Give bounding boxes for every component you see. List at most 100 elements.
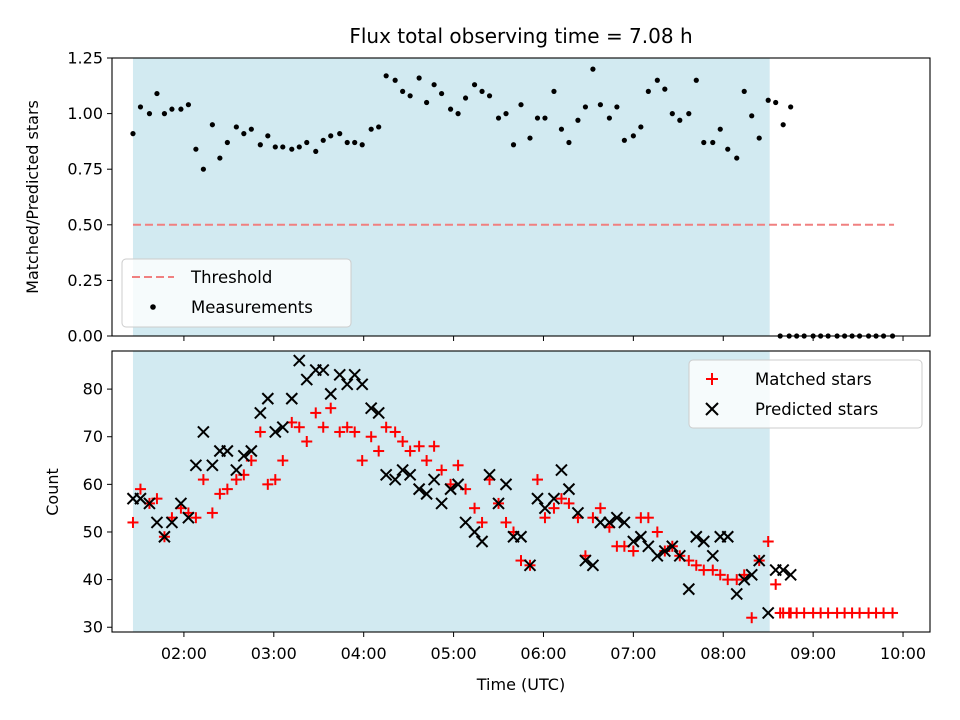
predicted-star-point	[492, 497, 505, 510]
matched-star-point	[293, 421, 305, 433]
predicted-star-point	[206, 459, 219, 472]
x-tick-label: 03:00	[251, 644, 297, 663]
bottom-legend: Matched stars Predicted stars	[688, 359, 923, 429]
matched-star-point	[277, 455, 289, 467]
measurement-point	[582, 104, 589, 110]
matched-star-point	[127, 516, 139, 528]
predicted-star-point	[197, 425, 210, 439]
measurement-point	[614, 104, 620, 110]
measurement-point	[677, 117, 683, 123]
predicted-star-point	[603, 516, 616, 529]
predicted-star-point	[776, 563, 790, 577]
predicted-star-point	[673, 549, 687, 563]
measurement-point	[328, 133, 334, 139]
measurement-point	[788, 104, 794, 110]
predicted-star-point	[276, 420, 289, 434]
measurement-point	[265, 133, 271, 139]
x-tick-label: 02:00	[161, 644, 207, 663]
measurement-point	[527, 135, 533, 141]
measurement-point	[304, 139, 310, 146]
matched-star-point	[539, 512, 551, 524]
measurement-point	[447, 106, 454, 112]
measurement-point	[130, 131, 136, 137]
predicted-star-point	[372, 406, 385, 420]
measurement-point	[241, 131, 247, 137]
matched-legend-label: Matched stars	[755, 370, 872, 389]
matched-star-point	[349, 426, 361, 438]
predicted-star-point	[396, 463, 409, 477]
predicted-star-point	[531, 492, 544, 505]
measurement-point	[495, 115, 502, 121]
measurement-point	[693, 77, 699, 83]
matched-star-point	[594, 502, 606, 514]
measurement-point	[352, 139, 358, 146]
predicted-star-point	[562, 482, 576, 496]
measurement-point	[773, 99, 779, 106]
matched-star-point	[555, 493, 567, 505]
x-tick-label: 09:00	[790, 644, 836, 663]
predicted-star-point	[300, 373, 313, 386]
predicted-star-point	[165, 516, 179, 529]
measurement-point	[725, 146, 731, 152]
matched-star-point	[334, 426, 346, 438]
predicted-star-point	[269, 425, 282, 439]
predicted-star-point	[189, 459, 203, 472]
predicted-star-point	[523, 559, 537, 572]
measurement-point	[224, 139, 230, 146]
predicted-star-point	[555, 463, 568, 477]
measurement-point	[320, 137, 326, 143]
predicted-star-point	[355, 378, 369, 391]
predicted-star-point	[538, 501, 552, 515]
predicted-star-point	[499, 478, 513, 491]
predicted-star-point	[403, 468, 417, 482]
measurement-point	[518, 102, 524, 108]
predicted-star-point	[475, 535, 489, 548]
predicted-star-point	[237, 449, 251, 462]
predicted-star-point	[666, 540, 679, 553]
predicted-star-point	[706, 549, 719, 563]
predicted-star-point	[690, 530, 703, 543]
measurement-point	[257, 142, 263, 148]
matched-star-point	[221, 483, 233, 495]
measurement-point	[438, 90, 445, 97]
predicted-star-point	[285, 392, 298, 405]
measurement-point	[313, 148, 319, 155]
measurement-point	[400, 88, 406, 94]
matched-star-point	[214, 488, 226, 500]
measurement-point	[416, 75, 422, 81]
matched-star-point	[707, 564, 719, 576]
measurement-point	[510, 142, 517, 148]
measurement-point	[289, 146, 295, 152]
matched-star-point	[476, 516, 488, 528]
predicted-star-point	[697, 535, 710, 548]
matched-star-point	[452, 459, 464, 471]
predicted-star-point	[427, 473, 441, 486]
predicted-star-point	[651, 549, 664, 563]
measurement-point	[765, 97, 771, 103]
matched-legend-swatch	[706, 373, 718, 385]
bottom-y-tick-label: 80	[83, 380, 103, 399]
predicted-star-point	[745, 568, 758, 582]
matched-star-point	[356, 455, 368, 467]
predicted-star-point	[594, 516, 607, 529]
matched-star-point	[190, 512, 202, 524]
predicted-star-point	[579, 554, 592, 567]
measurement-point	[756, 135, 762, 141]
threshold-legend-label: Threshold	[190, 268, 272, 287]
top-y-axis-label: Matched/Predicted stars	[23, 100, 42, 294]
predicted-star-point	[158, 530, 171, 543]
measurement-point	[209, 122, 215, 128]
matched-star-point	[548, 502, 560, 514]
predicted-star-point	[658, 544, 672, 558]
matched-star-point	[230, 474, 242, 486]
measurement-point	[471, 82, 478, 88]
predicted-star-point	[388, 473, 402, 486]
ratio-panel: 0.00 0.25 0.50 0.75 1.00 1.25 Matched/Predict…	[23, 49, 931, 346]
bottom-y-axis-label: Count	[43, 468, 62, 516]
matched-star-point	[642, 512, 654, 524]
top-y-tick-label: 0.00	[67, 327, 103, 346]
predicted-star-point	[761, 606, 775, 620]
matched-star-point	[134, 483, 146, 495]
matched-star-point	[731, 574, 743, 586]
predicted-star-point	[483, 468, 496, 482]
